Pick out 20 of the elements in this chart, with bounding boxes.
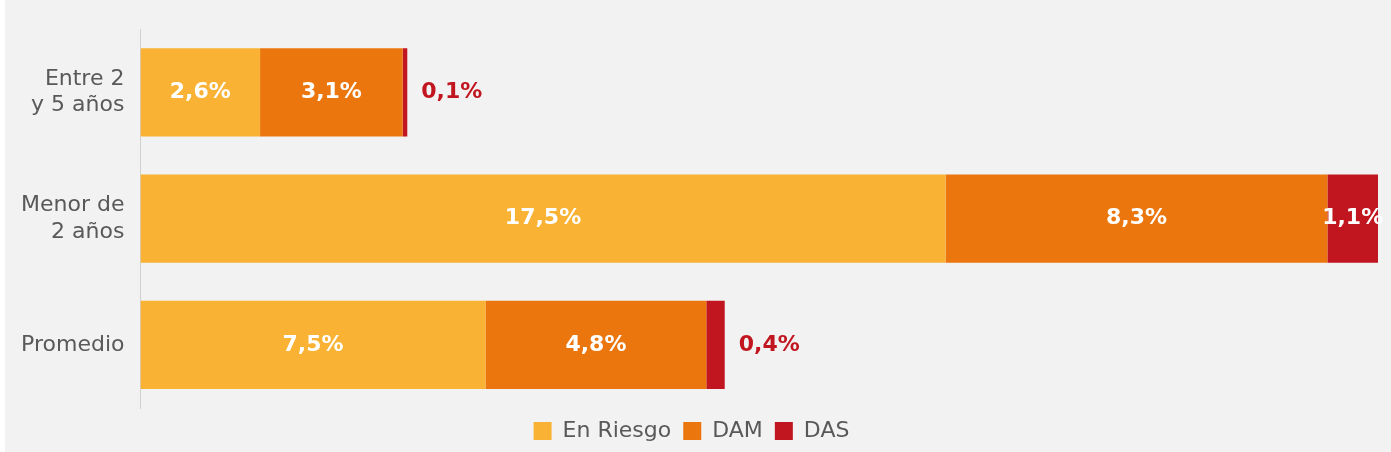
data-label: 8,3% xyxy=(1105,204,1167,230)
legend-label: En Riesgo xyxy=(562,416,672,442)
bar xyxy=(140,300,486,390)
data-label: 7,5% xyxy=(282,330,344,356)
bar xyxy=(140,48,261,137)
y-tick-label: Entre 2 y 5 años xyxy=(31,64,125,117)
legend-label: DAS xyxy=(803,416,850,442)
data-label: 3,1% xyxy=(300,78,362,104)
bar xyxy=(485,300,707,390)
data-label: 4,8% xyxy=(565,330,627,356)
y-tick-label: Promedio xyxy=(21,330,125,356)
bar xyxy=(140,174,946,263)
bar xyxy=(706,300,725,390)
data-label: 0,4% xyxy=(738,330,800,356)
data-label: 17,5% xyxy=(504,204,582,230)
data-label: 2,6% xyxy=(169,78,231,104)
bar xyxy=(260,48,403,137)
legend-label: DAM xyxy=(712,416,763,442)
data-label: 0,1% xyxy=(421,78,483,104)
y-tick-label: Menor de 2 años xyxy=(20,191,125,243)
